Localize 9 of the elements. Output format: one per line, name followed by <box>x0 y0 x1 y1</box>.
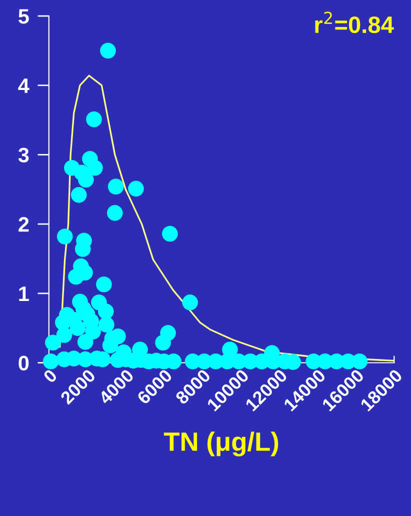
x-axis-title: TN (μg/L) <box>164 432 278 456</box>
y-tick-label: 0 <box>18 356 29 370</box>
y-tick-label: 2 <box>18 217 29 232</box>
y-tick-label: 3 <box>18 148 29 162</box>
x-tick-label: 0 <box>42 368 58 384</box>
y-tick-label: 5 <box>18 9 29 24</box>
y-tick-label: 4 <box>18 78 30 93</box>
annotation: r$^{2}$=0.84 <box>315 12 394 34</box>
y-tick-label: 1 <box>19 286 29 301</box>
